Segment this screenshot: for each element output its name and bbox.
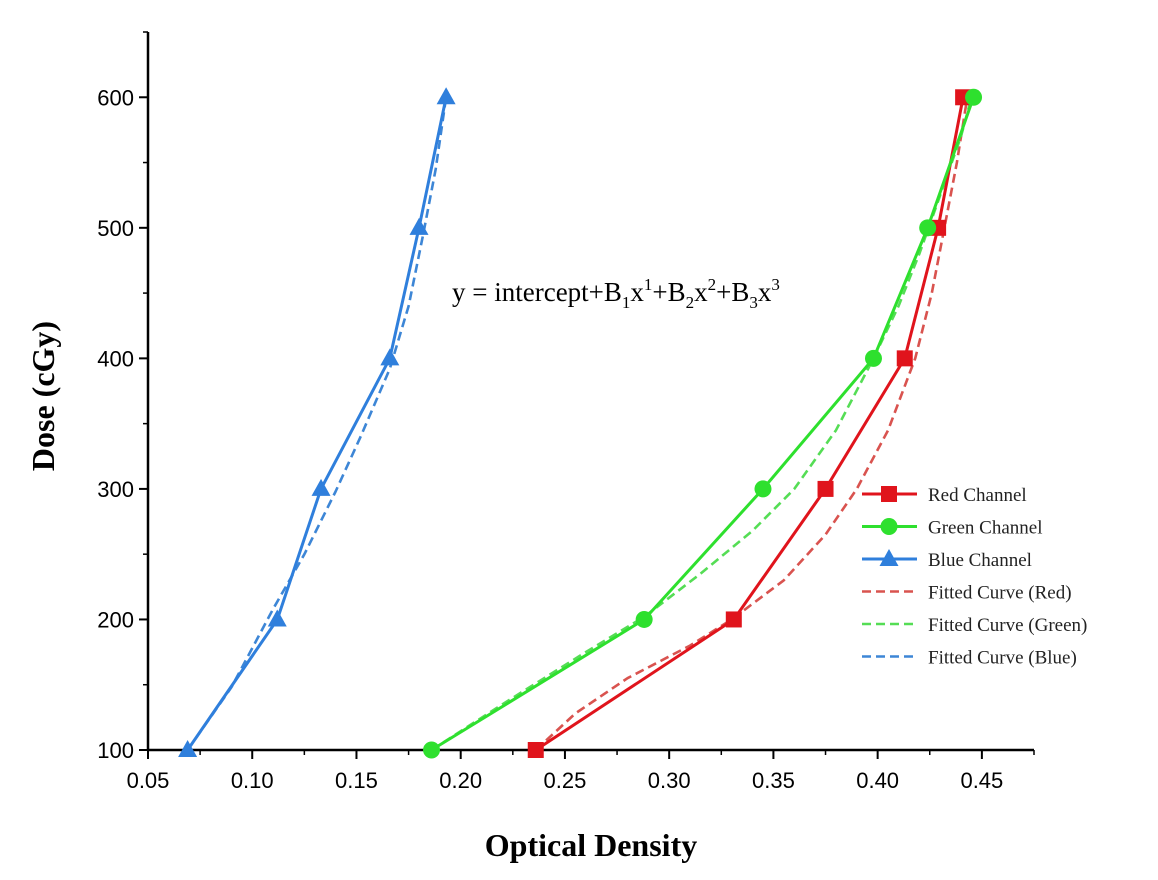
equation-subscript: 1 [622, 293, 631, 312]
equation-text: +B [716, 277, 749, 307]
series-line [186, 96, 448, 751]
x-tick-label: 0.45 [960, 768, 1003, 793]
legend-label: Blue Channel [928, 550, 1032, 571]
legend-label: Fitted Curve (Red) [928, 583, 1072, 604]
x-tick-label: 0.10 [231, 768, 274, 793]
y-tick-label: 500 [97, 216, 134, 241]
series-green-channel [423, 88, 983, 759]
equation-text: x [630, 277, 644, 307]
y-tick-label: 300 [97, 477, 134, 502]
series-line [534, 97, 965, 752]
square-marker [817, 480, 834, 497]
series-layer [178, 87, 983, 759]
fit-line [430, 96, 973, 752]
triangle-marker [178, 740, 198, 757]
legend-item: Fitted Curve (Blue) [862, 648, 1077, 669]
circle-marker [754, 480, 772, 498]
equation-subscript: 3 [749, 293, 758, 312]
legend-label: Red Channel [928, 485, 1027, 506]
legend-triangle-marker [879, 549, 899, 566]
equation-text: y = intercept+B [452, 277, 622, 307]
y-tick-label: 200 [97, 607, 134, 632]
series-fitted-curve-green [430, 96, 973, 752]
axes [146, 32, 1034, 752]
equation-superscript: 1 [644, 275, 653, 294]
triangle-marker [409, 217, 429, 235]
equation-superscript: 2 [708, 275, 717, 294]
x-tick-label: 0.25 [544, 768, 587, 793]
y-tick-label: 100 [97, 738, 134, 763]
legend-item: Green Channel [862, 518, 1042, 539]
legend-item: Fitted Curve (Green) [862, 615, 1087, 636]
x-axis-title: Optical Density [485, 827, 697, 863]
equation-text: x [694, 277, 708, 307]
legend-label: Fitted Curve (Blue) [928, 648, 1077, 669]
legend-label: Green Channel [928, 518, 1042, 539]
x-tick-label: 0.05 [127, 768, 170, 793]
triangle-marker [267, 609, 287, 627]
legend-square-marker [881, 486, 897, 502]
square-marker [527, 742, 544, 758]
circle-marker [965, 88, 983, 106]
triangle-marker [311, 478, 331, 496]
circle-marker [864, 349, 882, 367]
legend-circle-marker [880, 518, 898, 535]
x-tick-label: 0.30 [648, 768, 691, 793]
circle-marker [423, 741, 441, 759]
x-tick-label: 0.15 [335, 768, 378, 793]
legend: Red Channel Green Channel Blue Channel Fitt… [862, 485, 1087, 669]
legend-item: Red Channel [862, 485, 1027, 506]
fit-equation: y = intercept+B1x1+B2x2+B3x3 [452, 275, 780, 312]
square-marker [896, 350, 913, 367]
equation-subscript: 2 [686, 293, 695, 312]
circle-marker [635, 610, 653, 628]
triangle-marker [436, 87, 456, 105]
fit-line [186, 97, 448, 751]
legend-label: Fitted Curve (Green) [928, 615, 1087, 636]
legend-item: Fitted Curve (Red) [862, 583, 1072, 604]
circle-marker [919, 219, 937, 237]
series-line [430, 96, 975, 752]
equation-superscript: 3 [771, 275, 780, 294]
series-fitted-curve-blue [186, 97, 448, 751]
y-tick-label: 600 [97, 85, 134, 110]
x-tick-label: 0.40 [856, 768, 899, 793]
equation-text: x [758, 277, 772, 307]
y-axis-title: Dose (cGy) [25, 321, 61, 471]
fit-line [534, 97, 969, 751]
series-blue-channel [178, 87, 456, 757]
y-tick-label: 400 [97, 346, 134, 371]
equation-text: +B [652, 277, 685, 307]
series-fitted-curve-red [534, 97, 969, 751]
triangle-marker [380, 348, 400, 366]
x-tick-label: 0.20 [439, 768, 482, 793]
legend-item: Blue Channel [862, 549, 1032, 571]
square-marker [725, 611, 742, 628]
x-tick-label: 0.35 [752, 768, 795, 793]
ticks: 0.05 0.10 0.15 0.20 0.25 0.30 0.35 0.40 0.45 100 2… [97, 31, 1035, 793]
